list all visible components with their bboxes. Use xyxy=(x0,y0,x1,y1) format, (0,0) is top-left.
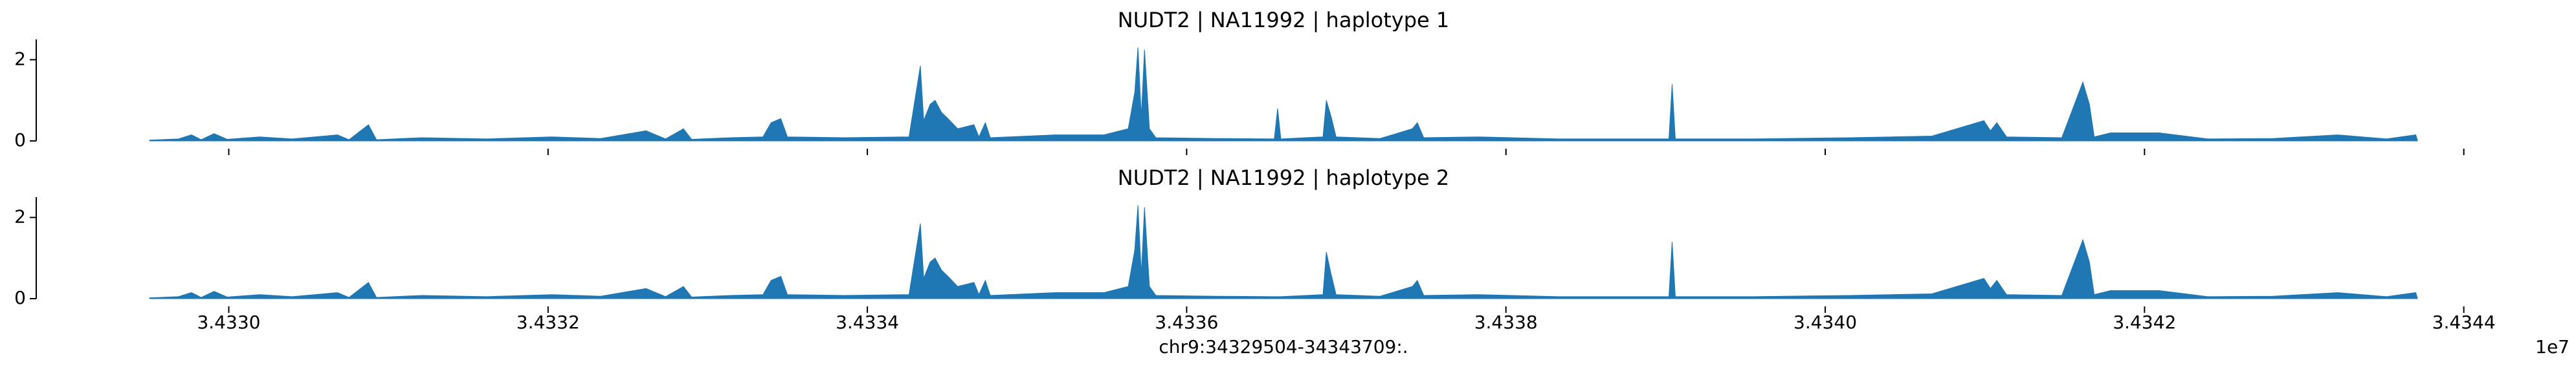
x-tick-label: 3.4340 xyxy=(1793,312,1857,333)
y-tick-label: 2 xyxy=(14,206,26,227)
x-tick-label: 3.4338 xyxy=(1474,312,1538,333)
x-tick-label: 3.4332 xyxy=(516,312,580,333)
y-tick-label: 2 xyxy=(14,48,26,69)
x-tick-label: 3.4344 xyxy=(2432,312,2496,333)
x-offset-label: 1e7 xyxy=(2535,336,2570,357)
y-tick-label: 0 xyxy=(14,129,26,151)
y-tick-label: 0 xyxy=(14,287,26,308)
panel-title: NUDT2 | NA11992 | haplotype 1 xyxy=(1118,8,1449,32)
panel-title: NUDT2 | NA11992 | haplotype 2 xyxy=(1118,165,1449,190)
coverage-area xyxy=(149,47,2418,142)
x-tick-label: 3.4334 xyxy=(836,312,899,333)
coverage-area xyxy=(149,205,2418,299)
x-axis-label: chr9:34329504-34343709:. xyxy=(1159,336,1408,357)
x-tick-label: 3.4336 xyxy=(1155,312,1218,333)
x-tick-label: 3.4330 xyxy=(197,312,260,333)
x-tick-label: 3.4342 xyxy=(2113,312,2176,333)
